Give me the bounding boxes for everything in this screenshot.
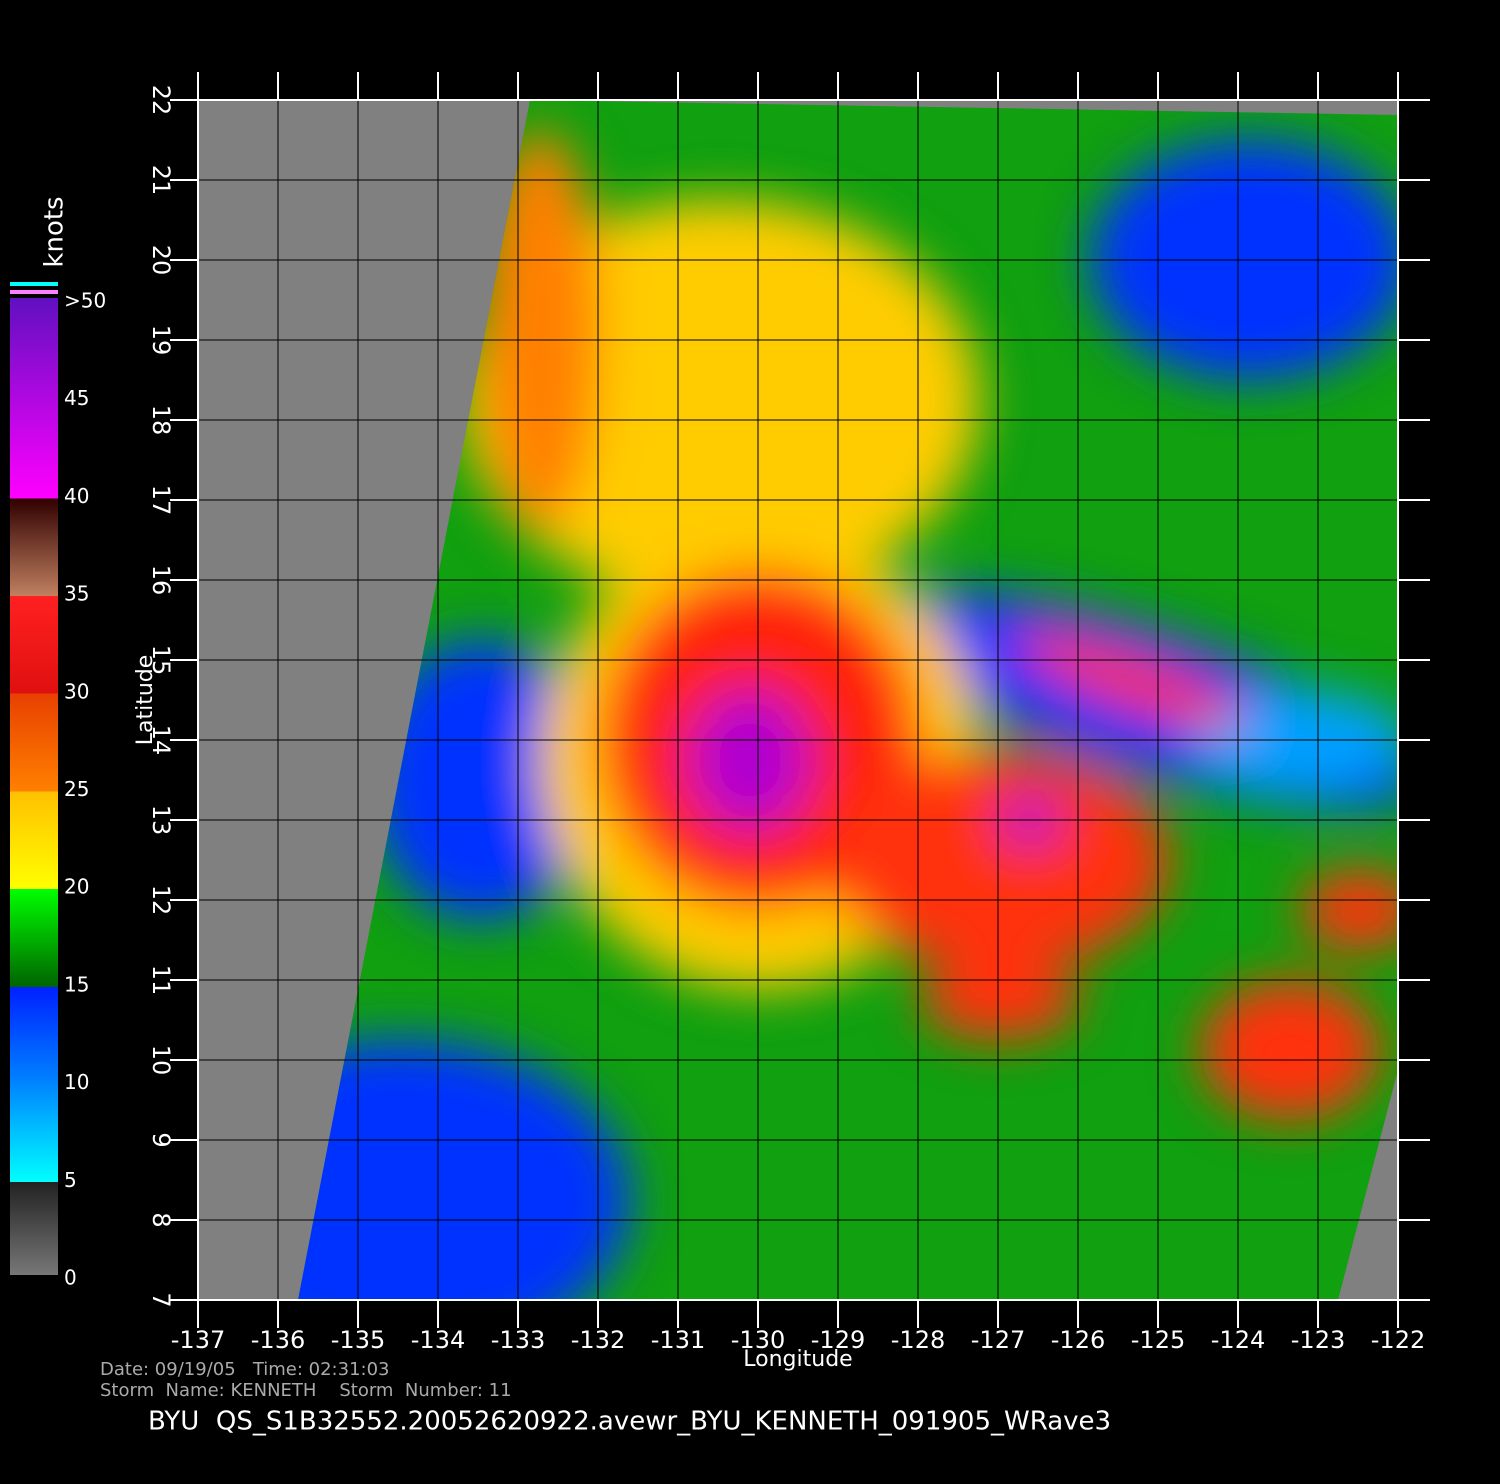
x-tick-label: -126 [1051,1326,1105,1354]
x-tick-label: -137 [171,1326,225,1354]
x-tick-label: -135 [331,1326,385,1354]
x-tick-label: -134 [411,1326,465,1354]
colorbar-tick-label: 45 [64,386,89,410]
y-tick-label: 18 [147,405,175,436]
colorbar-decoration [10,290,58,294]
y-tick-label: 7 [147,1292,175,1307]
x-tick-label: -124 [1211,1326,1265,1354]
colorbar-decoration [10,282,58,286]
date-line: Date: 09/19/05 Time: 02:31:03 [100,1359,390,1380]
colorbar-tick-label: >50 [64,289,106,313]
x-axis-label: Longitude [743,1347,852,1372]
colorbar-tick-label: 0 [64,1266,77,1290]
plot-frame [197,99,1399,1301]
y-tick-label: 8 [147,1212,175,1227]
colorbar-tick-label: 5 [64,1168,77,1192]
y-tick-label: 16 [147,565,175,596]
colorbar-tick-label: 20 [64,875,89,899]
x-tick-label: -130 [731,1326,785,1354]
x-tick-label: -128 [891,1326,945,1354]
colorbar-tick-label: 15 [64,972,89,996]
y-tick-label: 9 [147,1132,175,1147]
x-tick-label: -132 [571,1326,625,1354]
x-tick-label: -129 [811,1326,865,1354]
y-tick-label: 10 [147,1045,175,1076]
x-tick-label: -131 [651,1326,705,1354]
x-tick-label: -122 [1371,1326,1425,1354]
colorbar-tick-label: 10 [64,1070,89,1094]
x-tick-label: -125 [1131,1326,1185,1354]
colorbar-tick-label: 30 [64,679,89,703]
y-tick-label: 17 [147,485,175,516]
y-tick-label: 22 [147,85,175,116]
x-tick-label: -136 [251,1326,305,1354]
colorbar [10,298,58,1275]
y-tick-label: 11 [147,965,175,996]
y-tick-label: 20 [147,245,175,276]
storm-line: Storm Name: KENNETH Storm Number: 11 [100,1380,512,1401]
colorbar-tick-label: 35 [64,582,89,606]
y-tick-label: 15 [147,645,175,676]
y-tick-label: 19 [147,325,175,356]
x-tick-label: -127 [971,1326,1025,1354]
y-tick-label: 13 [147,805,175,836]
y-axis-label: Latitude [133,655,158,746]
y-tick-label: 12 [147,885,175,916]
y-tick-label: 14 [147,725,175,756]
colorbar-tick-label: 25 [64,777,89,801]
colorbar-tick-label: 40 [64,484,89,508]
x-tick-label: -123 [1291,1326,1345,1354]
y-tick-label: 21 [147,165,175,196]
x-tick-label: -133 [491,1326,545,1354]
colorbar-label: knots [40,196,70,267]
footer-title: BYU QS_S1B32552.20052620922.avewr_BYU_KE… [148,1407,1111,1437]
